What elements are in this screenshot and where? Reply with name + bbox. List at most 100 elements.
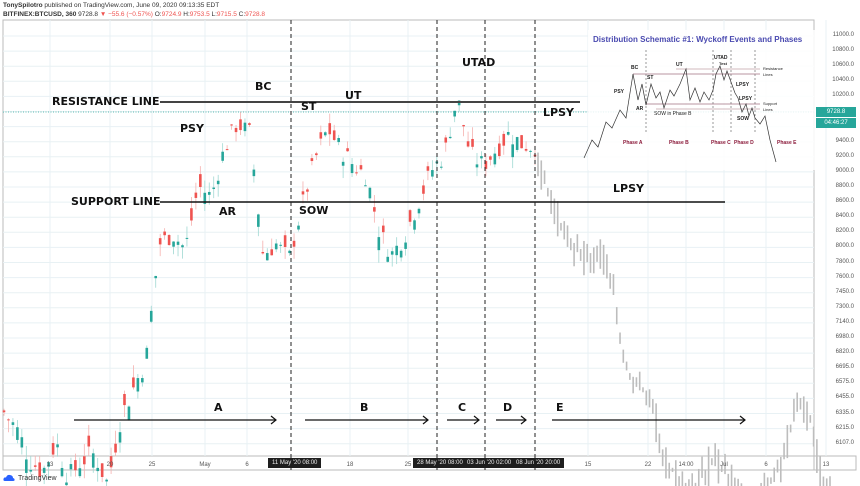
x-crosshair-date-tag: 03 Jun '20 02:00 (463, 458, 516, 468)
y-tick-label: 6820.0 (835, 349, 854, 356)
resistance-line-label: RESISTANCE LINE (52, 95, 160, 108)
tradingview-logo[interactable]: TradingView (3, 474, 57, 482)
label-ar: AR (219, 205, 236, 218)
schematic-phase-a: Phase A (623, 140, 643, 146)
x-tick-label: 25 (148, 462, 156, 468)
schematic-phase-c: Phase C (711, 140, 731, 146)
open-value: 9724.9 (161, 11, 182, 18)
x-crosshair-date-tag: 28 May '20 08:00 (413, 458, 467, 468)
x-tick-label: 6 (764, 462, 768, 468)
label-ut: UT (345, 89, 362, 102)
schematic-psy: PSY (614, 89, 625, 95)
y-tick-label: 11000.0 (832, 32, 854, 38)
schematic-test: Test (719, 61, 727, 66)
last-price-tag: 9728.8 (816, 107, 856, 117)
x-tick-label: 22 (644, 462, 652, 468)
schematic-sow-phase-b: SOW in Phase B (654, 111, 692, 117)
y-tick-label: 8800.0 (835, 183, 854, 189)
label-sow: SOW (299, 204, 329, 217)
phase-dividers (290, 20, 536, 470)
close-label: C: (238, 11, 246, 18)
schematic-phase-e: Phase E (777, 140, 797, 146)
y-tick-label: 10600.0 (832, 62, 854, 69)
schematic-title: Distribution Schematic #1: Wyckoff Event… (593, 35, 803, 44)
last-price: 9728.8 (78, 11, 99, 18)
label-lpsy-1: LPSY (543, 106, 574, 119)
schematic-resistance-label: Resistance (763, 66, 783, 71)
x-axis-frame (2, 455, 857, 471)
published-text: published on TradingView.com, June 09, 2… (44, 2, 220, 9)
schematic-st: ST (647, 75, 654, 81)
schematic-support-lines: Lines (763, 107, 773, 112)
schematic-bc: BC (631, 65, 639, 71)
y-tick-label: 7300.0 (835, 303, 854, 310)
label-utad: UTAD (462, 56, 496, 69)
y-tick-label: 10400.0 (832, 77, 854, 84)
y-tick-label: 8000.0 (835, 243, 854, 250)
symbol-line: BITFINEX:BTCUSD, 360 9728.8 ▼ −55.6 (−0.… (3, 11, 265, 18)
label-bc: BC (255, 80, 272, 93)
publisher-line: TonySpilotro published on TradingView.co… (3, 2, 219, 9)
y-tick-label: 8600.0 (835, 198, 854, 205)
schematic-phase-d: Phase D (734, 140, 754, 146)
y-tick-label: 9400.0 (835, 137, 854, 144)
phase-d-label: D (503, 401, 513, 414)
phase-arrows (74, 415, 746, 425)
schematic-utad: UTAD (714, 55, 728, 61)
symbol-name: BITFINEX:BTCUSD, 360 (3, 11, 77, 18)
publisher-name[interactable]: TonySpilotro (3, 2, 43, 9)
y-tick-label: 7450.0 (835, 288, 854, 295)
x-tick-label: 6 (245, 462, 249, 468)
y-tick-label: 6215.0 (835, 424, 854, 431)
y-tick-label: 10200.0 (832, 92, 854, 99)
high-label: H: (183, 11, 190, 18)
y-tick-label: 6107.0 (835, 439, 854, 446)
x-tick-label: 20 (106, 462, 114, 468)
change-value: −55.6 (−0.57%) (108, 11, 153, 18)
open-label: O: (154, 11, 162, 18)
y-tick-label: 6695.0 (835, 364, 854, 371)
schematic-phase-b: Phase B (669, 140, 689, 146)
y-tick-label: 6980.0 (835, 334, 854, 340)
y-tick-label: 6575.0 (835, 379, 854, 386)
high-value: 9753.5 (189, 11, 210, 18)
x-tick-label: Jul (720, 462, 728, 468)
schematic-lpsy-1: LPSY (736, 82, 750, 88)
y-tick-label: 8400.0 (835, 213, 854, 220)
x-tick-label: 25 (404, 462, 412, 468)
y-tick-label: 10800.0 (832, 47, 854, 54)
x-tick-label: 13 (46, 462, 54, 468)
x-tick-label: 13 (822, 462, 830, 468)
x-tick-label: 18 (346, 462, 354, 468)
y-tick-label: 8200.0 (835, 228, 854, 235)
y-tick-label: 6455.0 (835, 394, 854, 401)
x-crosshair-date-tag: 11 May '20 08:00 (268, 458, 322, 468)
phase-b-label: B (360, 401, 369, 414)
support-line-label: SUPPORT LINE (71, 195, 161, 208)
phase-e-label: E (556, 401, 564, 414)
candles (2, 100, 537, 486)
x-tick-label: May (199, 462, 211, 468)
x-crosshair-date-tag: 08 Jun '20 20:00 (512, 458, 565, 468)
schematic-sow: SOW (737, 116, 749, 122)
schematic-resistance-lines: Lines (763, 72, 773, 77)
y-tick-label: 7600.0 (835, 273, 854, 280)
y-tick-label: 6335.0 (835, 409, 854, 416)
low-value: 9715.5 (216, 11, 237, 18)
tradingview-brand: TradingView (18, 474, 57, 482)
cloud-icon (3, 474, 15, 481)
y-tick-label: 7800.0 (835, 258, 854, 265)
phase-c-label: C (458, 401, 467, 414)
x-tick-label: 15 (584, 462, 592, 468)
down-arrow-icon: ▼ (99, 11, 107, 18)
x-tick-label: 14:00 (678, 462, 694, 468)
label-lpsy-2: LPSY (613, 182, 644, 195)
projected-bars (537, 152, 831, 486)
schematic-ut: UT (676, 62, 683, 68)
y-tick-label: 7140.0 (835, 318, 854, 325)
label-psy: PSY (180, 122, 204, 135)
wyckoff-schematic (583, 30, 818, 170)
y-tick-label: 9200.0 (835, 152, 854, 159)
label-st: ST (301, 100, 317, 113)
